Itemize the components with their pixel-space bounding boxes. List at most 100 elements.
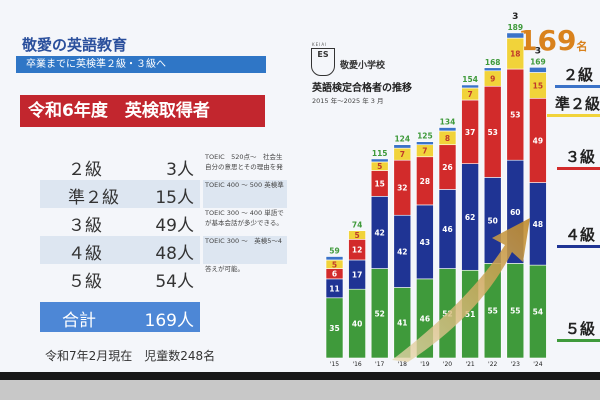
grade-label: ５級 [68, 272, 102, 292]
bar-segment-g2 [506, 32, 525, 39]
bar-stack: 52 42 15 5 115 '17 [370, 149, 389, 368]
note-item: TOEIC 300 〜 400 単語で が基本会話が多少できる。 [205, 209, 284, 227]
category-tick-label: '17 [375, 361, 384, 368]
segment-value-label: 7 [467, 90, 472, 99]
grade-count: 48人 [155, 244, 194, 264]
total-row: 合計 169人 [40, 302, 200, 332]
legend-grade-2: ２級 [555, 64, 600, 88]
bar-total-label: 134 [440, 118, 456, 127]
bar-segment-g2 [438, 127, 457, 132]
segment-value-label: 42 [397, 247, 407, 256]
category-tick-label: '16 [352, 361, 361, 368]
category-tick-label: '18 [398, 361, 407, 368]
result-row: 準２級 15人 [40, 180, 200, 208]
segment-value-label: 50 [487, 216, 497, 225]
footer-note: 令和7年2月現在 児童数248名 [45, 349, 216, 363]
segment-value-label: 53 [487, 128, 497, 137]
page-title: 敬愛の英語教育 [22, 36, 128, 54]
legend-grade-3: ３級 [557, 146, 600, 170]
grade-label: 準２級 [68, 188, 119, 208]
bar-total-label: 189 [507, 23, 523, 32]
segment-value-label: 35 [329, 324, 339, 333]
category-tick-label: '21 [465, 361, 474, 368]
bar-stack: 41 42 32 7 124 '18 [393, 135, 412, 368]
chart-period: 2015 年〜2025 年 3 月 [312, 97, 384, 105]
result-row: ２級 3人 [40, 152, 200, 180]
bar-stack: 35 11 65 59 '15 [325, 247, 344, 368]
segment-value-label: 41 [397, 319, 407, 328]
segment-value-label: 43 [420, 238, 430, 247]
legend-grade-5: ５級 [557, 318, 600, 342]
segment-value-label: 28 [420, 177, 430, 186]
segment-value-label: 55 [510, 307, 520, 316]
bar-segment-g2 [325, 256, 344, 261]
note-item: TOEIC 300 〜 英検5〜4 [203, 236, 287, 264]
segment-value-label: 9 [490, 75, 495, 84]
category-tick-label: '23 [511, 361, 520, 368]
segment-value-label: 51 [465, 310, 475, 319]
school-name: 敬愛小学校 [340, 61, 386, 71]
legend-grade-4: ４級 [557, 224, 600, 248]
segment-value-label: 5 [377, 162, 382, 171]
legend-grade-pre2: 準２級 [547, 93, 600, 117]
result-row: ４級 48人 [40, 236, 200, 264]
bar-total-label: 124 [394, 135, 410, 144]
total-count: 169人 [144, 311, 194, 331]
segment-value-label: 37 [465, 128, 475, 137]
bar-total-label: 115 [372, 149, 388, 158]
bar-total-label: 59 [329, 247, 339, 256]
trend-arrow-icon [392, 218, 530, 362]
result-row: ３級 49人 [40, 208, 200, 236]
segment-value-label: 42 [374, 228, 384, 237]
presentation-screen: 敬愛の英語教育 卒業までに英検準２級・３級へ 令和6年度 英検取得者 ２級 3人… [0, 0, 600, 372]
bar-total-label: 154 [462, 75, 478, 84]
grade-count: 54人 [155, 272, 194, 292]
bar-segment-gp2 [348, 230, 366, 240]
segment-value-label: 62 [465, 213, 475, 222]
segment-value-label: 7 [400, 150, 405, 159]
segment-value-label: 40 [352, 320, 362, 329]
bar-stack: 55 50 53 9 168 '22 [483, 58, 502, 368]
bar-segment-g2 [370, 158, 389, 163]
segment-value-label: 11 [329, 284, 339, 293]
current-total: 169名 [518, 24, 588, 57]
grade-count: 15人 [155, 188, 194, 208]
segment-value-label: 54 [533, 308, 543, 317]
segment-value-label: 60 [510, 208, 520, 217]
segment-value-label: 46 [442, 225, 452, 234]
segment-value-label: 53 [510, 111, 520, 120]
segment-value-label: 12 [352, 246, 362, 255]
bar-segment-g2 [529, 67, 547, 73]
bar-segment-g2 [483, 67, 502, 72]
segment-value-label: 48 [533, 220, 543, 229]
segment-value-label: 46 [420, 314, 430, 323]
stacked-bar-chart: 35116559'15401712574'165242155115'174142… [325, 12, 547, 368]
year-banner: 令和6年度 英検取得者 [20, 95, 265, 127]
note-item: TOEIC 400 〜 500 英検準 [203, 180, 287, 208]
grade-label: ３級 [68, 216, 102, 236]
bar-total-label: 169 [530, 57, 546, 66]
logo-caption: KEIAI [312, 42, 328, 47]
segment-value-label: 8 [445, 134, 450, 143]
category-tick-label: '20 [443, 361, 452, 368]
bar-segment-g2 [461, 84, 479, 89]
segment-value-label: 15 [533, 81, 543, 90]
grade-label: ４級 [68, 244, 102, 264]
results-table: ２級 3人 準２級 15人 ３級 49人 ４級 48人 ５級 54人 合計 16… [40, 152, 200, 332]
background-wall [0, 380, 600, 400]
bar-total-label: 168 [485, 58, 501, 67]
bar-segment-g2 [393, 144, 412, 149]
total-label: 合計 [62, 311, 96, 331]
note-item: TOEIC 520点〜 社会生 自分の意思とその理由を発 [205, 153, 283, 171]
segment-value-label: 55 [487, 307, 497, 316]
grade-count: 3人 [166, 160, 194, 180]
note-item: 答えが可能。 [205, 265, 244, 273]
grade-count: 49人 [155, 216, 194, 236]
grade-label: ２級 [68, 160, 102, 180]
bar-total-label: 74 [352, 221, 362, 230]
category-tick-label: '19 [420, 361, 429, 368]
segment-value-label: 18 [510, 50, 520, 59]
school-logo-icon: ES [311, 48, 335, 76]
segment-value-label: 6 [332, 270, 337, 279]
